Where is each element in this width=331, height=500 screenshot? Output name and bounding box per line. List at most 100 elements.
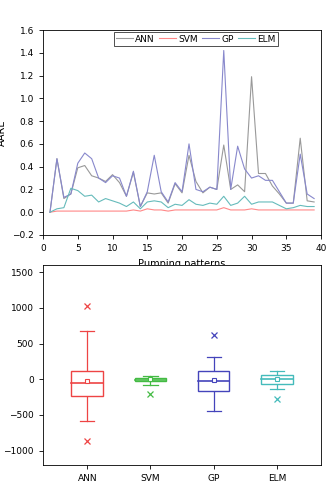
GP [90,156,94,162]
GP [250,175,254,181]
GP [243,166,247,172]
SVM [152,207,156,213]
ANN [277,191,281,197]
Line: ANN: ANN [50,76,314,212]
ANN [83,162,87,168]
SVM [270,207,274,213]
GP [270,178,274,184]
ANN [48,209,52,215]
Line: SVM: SVM [50,208,314,212]
GP [291,200,295,206]
ANN [104,178,108,184]
ANN [257,170,260,176]
GP [236,143,240,149]
GP [145,188,149,194]
ELM [187,196,191,202]
ANN [312,199,316,205]
ANN [76,165,80,171]
GP [159,188,163,194]
ANN [284,200,288,206]
GP [298,151,302,157]
ELM [48,209,52,215]
Bar [135,378,166,380]
SVM [124,208,128,214]
ELM [236,200,240,206]
ELM [62,204,66,210]
ELM [159,199,163,205]
SVM [138,208,142,214]
ANN [305,198,309,204]
ANN [166,200,170,206]
SVM [159,207,163,213]
GP [194,186,198,192]
GP [104,180,108,186]
ANN [201,190,205,196]
GP [208,184,212,190]
SVM [312,207,316,213]
GP [277,188,281,194]
SVM [62,208,66,214]
SVM [263,207,267,213]
Bar [71,370,103,396]
GP [305,191,309,197]
ELM [284,206,288,212]
SVM [187,207,191,213]
ELM [208,200,212,206]
GP [152,152,156,158]
ANN [145,190,149,196]
ELM [124,204,128,210]
GP [124,194,128,200]
ANN [90,173,94,179]
GP [48,209,52,215]
Legend: ANN, SVM, GP, ELM: ANN, SVM, GP, ELM [114,32,278,46]
ELM [104,196,108,202]
ELM [138,206,142,212]
GP [263,178,267,184]
SVM [104,208,108,214]
SVM [243,207,247,213]
ANN [187,152,191,158]
ANN [291,200,295,206]
SVM [55,208,59,214]
GP [180,188,184,194]
Bar [198,370,229,390]
SVM [229,207,233,213]
GP [138,204,142,210]
Line: ELM: ELM [50,188,314,212]
X-axis label: Pumping patterns: Pumping patterns [138,258,226,268]
SVM [208,207,212,213]
SVM [111,208,115,214]
ELM [76,188,80,194]
ANN [250,74,254,80]
ELM [90,192,94,198]
ELM [83,194,87,200]
ELM [173,201,177,207]
ANN [222,142,226,148]
ELM [257,199,260,205]
ANN [263,170,267,176]
ELM [166,204,170,210]
ELM [69,186,73,192]
ELM [312,204,316,210]
GP [111,173,115,179]
GP [257,173,260,179]
GP [62,194,66,200]
ELM [145,199,149,205]
GP [215,186,219,192]
ELM [215,201,219,207]
ELM [250,201,254,207]
ANN [159,190,163,196]
SVM [236,207,240,213]
ELM [194,201,198,207]
ELM [298,202,302,208]
SVM [69,208,73,214]
ELM [118,200,121,206]
GP [83,150,87,156]
ANN [173,180,177,186]
ANN [194,178,198,184]
ANN [208,184,212,190]
SVM [180,207,184,213]
ANN [124,194,128,200]
GP [69,191,73,197]
GP [187,141,191,147]
